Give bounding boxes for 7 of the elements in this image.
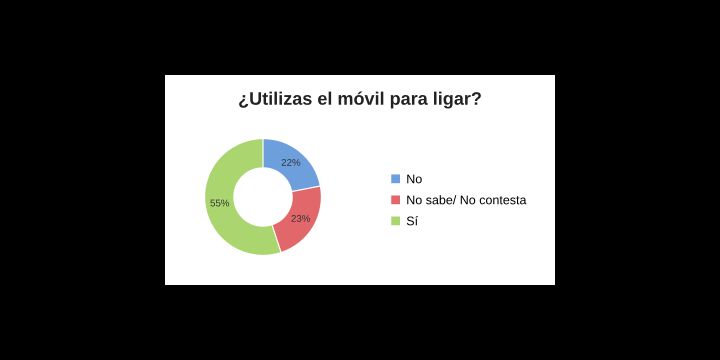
data-label: 23%: [291, 215, 310, 222]
legend-label: Sí: [406, 216, 418, 226]
data-label: 22%: [282, 158, 300, 166]
chart-title: ¿Utilizas el móvil para ligar?: [239, 91, 481, 109]
legend-label: No: [407, 174, 422, 184]
legend-label: No sabe/ No contesta: [407, 195, 526, 204]
data-label: 55%: [210, 200, 230, 206]
